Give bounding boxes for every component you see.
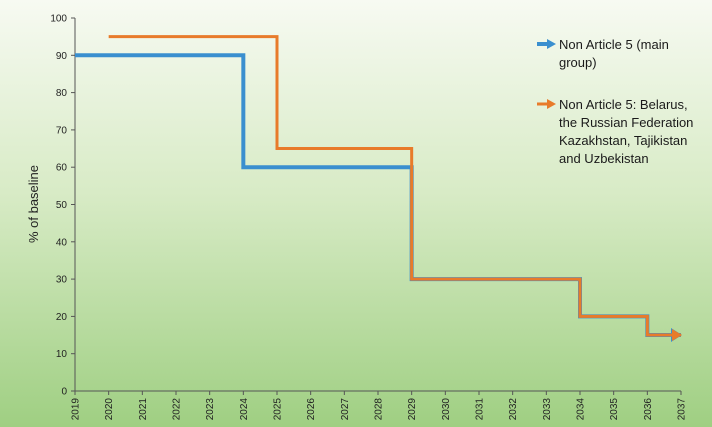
x-tick-label: 2028 <box>374 398 385 421</box>
series-layer <box>75 35 682 343</box>
y-tick-label: 70 <box>56 125 68 136</box>
y-tick-label: 0 <box>61 387 67 398</box>
y-tick-label: 50 <box>56 200 68 211</box>
x-tick-label: 2037 <box>677 398 688 421</box>
x-tick-label: 2025 <box>273 398 284 421</box>
x-tick-label: 2029 <box>407 398 418 421</box>
x-tick-label: 2027 <box>340 398 351 421</box>
legend-swatch-arrow <box>547 39 556 49</box>
x-tick-label: 2021 <box>138 398 149 421</box>
y-tick-label: 80 <box>56 88 68 99</box>
x-tick-label: 2036 <box>643 398 654 421</box>
x-tick-label: 2020 <box>104 398 115 421</box>
y-axis-label: % of baseline <box>26 165 41 243</box>
x-tick-label: 2022 <box>172 398 183 421</box>
y-tick-label: 20 <box>56 312 68 323</box>
legend-label: and Uzbekistan <box>559 151 649 166</box>
x-tick-label: 2030 <box>441 398 452 421</box>
legend: Non Article 5 (main group) Non Article 5: … <box>537 37 693 166</box>
legend-label: Non Article 5 (main <box>559 37 669 52</box>
y-tick-label: 10 <box>56 349 68 360</box>
legend-label: the Russian Federation <box>559 115 693 130</box>
x-tick-label: 2033 <box>542 398 553 421</box>
y-tick-label: 60 <box>56 163 68 174</box>
x-tick-label: 2023 <box>205 398 216 421</box>
x-tick-label: 2026 <box>306 398 317 421</box>
series-end-arrow-2 <box>672 329 682 342</box>
legend-label: group) <box>559 55 597 70</box>
legend-swatch-arrow <box>547 99 556 109</box>
x-tick-label: 2032 <box>508 398 519 421</box>
legend-entry-1: Non Article 5 (main group) <box>537 37 669 70</box>
legend-entry-2: Non Article 5: Belarus, the Russian Feder… <box>537 97 693 166</box>
legend-label: Kazakhstan, Tajikistan <box>559 133 687 148</box>
x-tick-label: 2024 <box>239 398 250 421</box>
y-tick-label: 30 <box>56 275 68 286</box>
legend-label: Non Article 5: Belarus, <box>559 97 688 112</box>
y-tick-label: 90 <box>56 51 68 62</box>
x-tick-label: 2035 <box>609 398 620 421</box>
y-tick-label: 40 <box>56 237 68 248</box>
series-line-2 <box>108 35 681 337</box>
x-tick-label: 2019 <box>71 398 82 421</box>
x-tick-label: 2034 <box>576 398 587 421</box>
x-tick-label: 2031 <box>475 398 486 421</box>
y-tick-label: 100 <box>50 14 67 25</box>
